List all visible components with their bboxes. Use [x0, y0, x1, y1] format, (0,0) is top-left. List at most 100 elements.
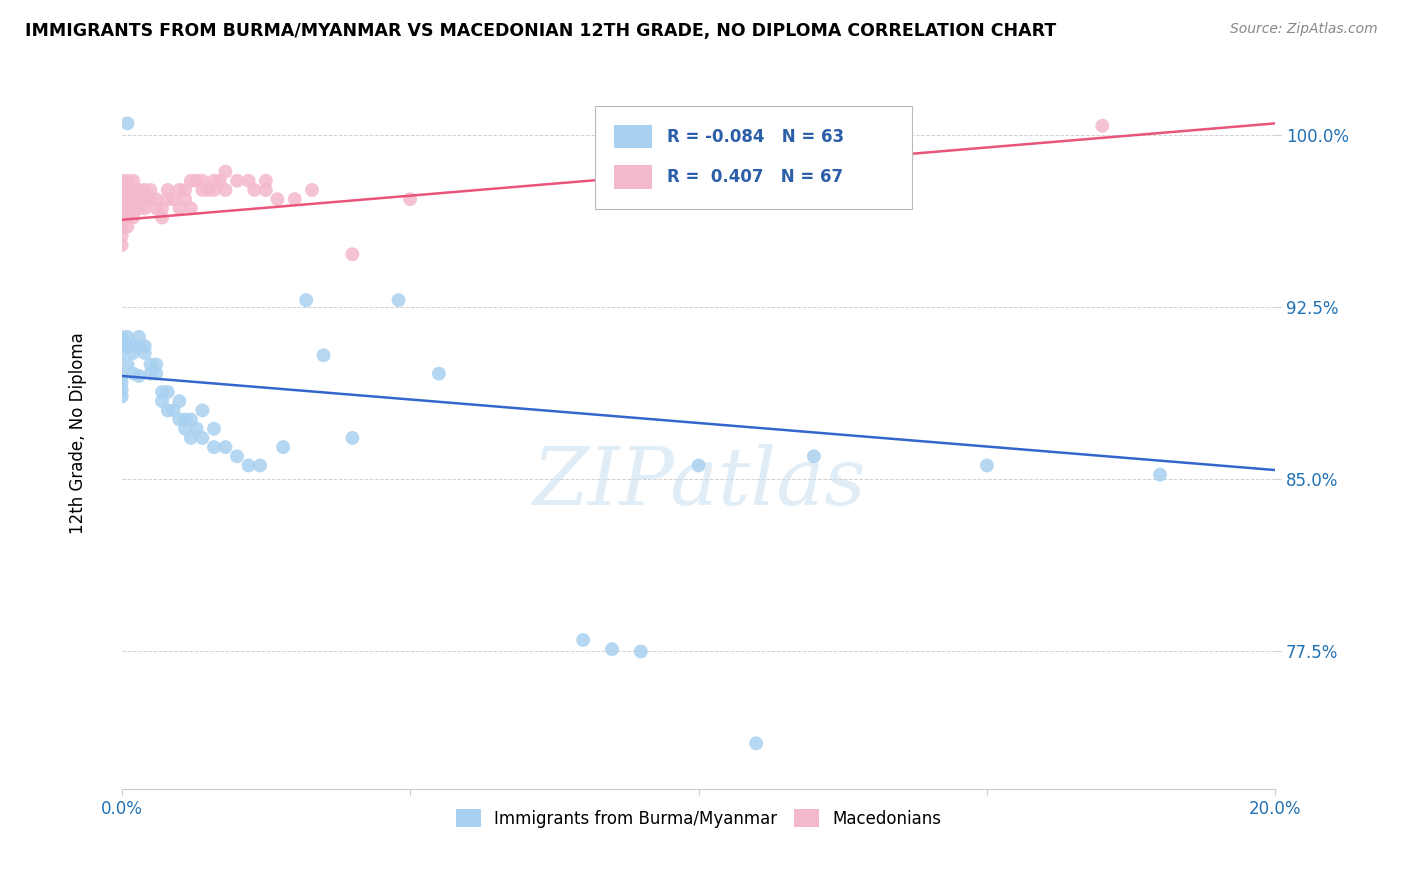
Point: [111, 390, 134, 404]
Point: [803, 450, 825, 464]
Point: [145, 192, 167, 206]
Point: [139, 183, 162, 197]
Point: [117, 339, 139, 353]
Point: [150, 202, 173, 216]
Point: [208, 174, 231, 188]
Point: [180, 202, 202, 216]
Point: [122, 211, 145, 225]
Point: [186, 174, 208, 188]
Point: [1091, 119, 1114, 133]
Point: [202, 183, 225, 197]
Point: [111, 211, 134, 225]
Point: [111, 330, 134, 344]
Point: [117, 219, 139, 234]
Point: [128, 368, 150, 383]
Text: R =  0.407   N = 67: R = 0.407 N = 67: [668, 168, 844, 186]
Point: [128, 330, 150, 344]
Point: [134, 183, 156, 197]
Point: [427, 367, 450, 381]
Point: [572, 632, 595, 647]
Point: [162, 192, 184, 206]
Point: [117, 116, 139, 130]
Point: [226, 450, 249, 464]
Point: [284, 192, 307, 206]
Point: [117, 202, 139, 216]
Point: [156, 192, 179, 206]
Point: [111, 346, 134, 360]
Legend: Immigrants from Burma/Myanmar, Macedonians: Immigrants from Burma/Myanmar, Macedonia…: [449, 803, 948, 834]
Point: [117, 211, 139, 225]
Point: [191, 431, 214, 445]
Point: [688, 458, 710, 473]
Point: [295, 293, 318, 308]
Point: [145, 358, 167, 372]
Point: [180, 174, 202, 188]
Point: [162, 403, 184, 417]
Point: [191, 174, 214, 188]
Point: [111, 376, 134, 390]
Point: [342, 247, 364, 261]
Point: [117, 183, 139, 197]
Point: [174, 412, 197, 426]
Point: [139, 367, 162, 381]
Point: [238, 458, 260, 473]
Text: 12th Grade, No Diploma: 12th Grade, No Diploma: [69, 333, 87, 534]
Point: [122, 202, 145, 216]
Point: [156, 183, 179, 197]
Point: [169, 394, 191, 409]
Point: [111, 174, 134, 188]
Point: [117, 358, 139, 372]
Point: [249, 458, 271, 473]
Point: [156, 403, 179, 417]
Point: [169, 183, 191, 197]
Text: Source: ZipAtlas.com: Source: ZipAtlas.com: [1230, 22, 1378, 37]
Text: R = -0.084   N = 63: R = -0.084 N = 63: [668, 128, 845, 145]
Point: [169, 202, 191, 216]
Point: [122, 367, 145, 381]
Point: [117, 330, 139, 344]
Point: [111, 383, 134, 397]
Point: [387, 293, 409, 308]
Point: [214, 440, 236, 454]
Point: [180, 431, 202, 445]
Text: ZIPatlas: ZIPatlas: [531, 444, 865, 522]
Point: [117, 174, 139, 188]
Point: [150, 384, 173, 399]
Point: [139, 192, 162, 206]
Point: [156, 384, 179, 399]
Point: [122, 174, 145, 188]
Point: [117, 192, 139, 206]
Point: [399, 192, 422, 206]
Point: [202, 174, 225, 188]
Point: [174, 422, 197, 436]
Point: [111, 219, 134, 234]
Point: [254, 183, 277, 197]
Point: [271, 440, 294, 454]
Point: [238, 174, 260, 188]
Point: [128, 192, 150, 206]
Point: [122, 192, 145, 206]
Text: IMMIGRANTS FROM BURMA/MYANMAR VS MACEDONIAN 12TH GRADE, NO DIPLOMA CORRELATION C: IMMIGRANTS FROM BURMA/MYANMAR VS MACEDON…: [25, 22, 1056, 40]
Point: [342, 431, 364, 445]
Point: [1149, 467, 1171, 482]
Point: [600, 642, 623, 657]
Point: [145, 202, 167, 216]
Point: [111, 192, 134, 206]
Point: [180, 412, 202, 426]
Point: [226, 174, 249, 188]
Point: [150, 211, 173, 225]
Point: [111, 339, 134, 353]
Bar: [614, 165, 652, 189]
Point: [191, 403, 214, 417]
Point: [128, 339, 150, 353]
Point: [169, 412, 191, 426]
Point: [186, 422, 208, 436]
Point: [266, 192, 288, 206]
Point: [191, 183, 214, 197]
Point: [128, 202, 150, 216]
Point: [134, 192, 156, 206]
Point: [134, 202, 156, 216]
Point: [174, 183, 197, 197]
Point: [111, 228, 134, 243]
Point: [630, 644, 652, 658]
